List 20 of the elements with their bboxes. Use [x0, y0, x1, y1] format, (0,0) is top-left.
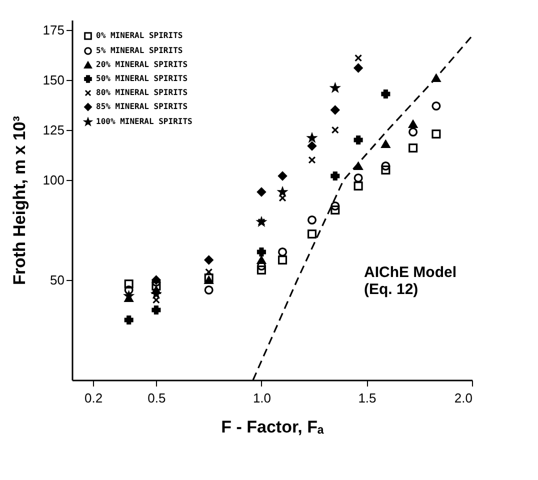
x-axis-title: F - Factor, Fₐ	[221, 418, 324, 436]
legend-label: 50% MINERAL SPIRITS	[96, 74, 188, 83]
x-tick-label: 1.0	[252, 390, 272, 406]
x-tick-label: 0.2	[84, 390, 103, 406]
y-tick-label: 100	[42, 172, 64, 188]
y-tick-label: 50	[50, 272, 64, 288]
y-tick-label: 125	[42, 122, 64, 138]
annotation: AIChE Model (Eq. 12)	[364, 264, 456, 298]
legend-label: 0% MINERAL SPIRITS	[96, 31, 183, 40]
x-tick-label: 2.0	[454, 390, 472, 406]
x-tick-label: 0.5	[148, 390, 166, 406]
legend-label: 85% MINERAL SPIRITS	[96, 102, 188, 111]
y-tick-label: 175	[42, 22, 64, 38]
y-tick-label: 150	[42, 72, 64, 88]
legend-label: 20% MINERAL SPIRITS	[96, 60, 188, 69]
x-tick-label: 1.5	[358, 390, 376, 406]
legend-label: 80% MINERAL SPIRITS	[96, 88, 188, 97]
legend-label: 100% MINERAL SPIRITS	[96, 117, 193, 126]
y-axis-title: Froth Height, m x 10³	[10, 116, 29, 286]
legend-label: 5% MINERAL SPIRITS	[96, 46, 183, 55]
